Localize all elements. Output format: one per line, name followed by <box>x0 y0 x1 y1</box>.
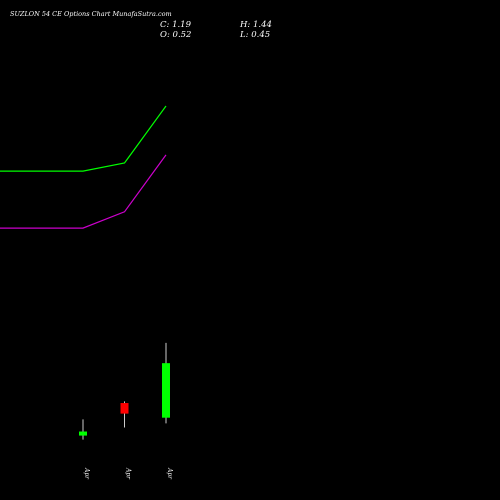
indicator-lines <box>0 105 167 229</box>
close-label: C: 1.19 <box>160 20 192 30</box>
x-tick-label: Apr <box>166 467 173 480</box>
chart-title: SUZLON 54 CE Options Chart MunafaSutra.c… <box>10 10 172 18</box>
low-label: L: 0.45 <box>239 30 270 40</box>
candle-body <box>79 431 87 436</box>
high-label: H: 1.44 <box>239 20 272 30</box>
indicator-line-1 <box>0 105 167 172</box>
indicator-line-2 <box>0 154 167 229</box>
open-label: O: 0.52 <box>160 30 191 40</box>
candlesticks <box>79 342 170 440</box>
candle-body <box>120 403 129 414</box>
candle-body <box>162 363 170 418</box>
x-axis-ticks: Apr Apr Apr <box>83 467 173 480</box>
x-tick-label: Apr <box>83 467 90 480</box>
x-tick-label: Apr <box>125 467 132 480</box>
